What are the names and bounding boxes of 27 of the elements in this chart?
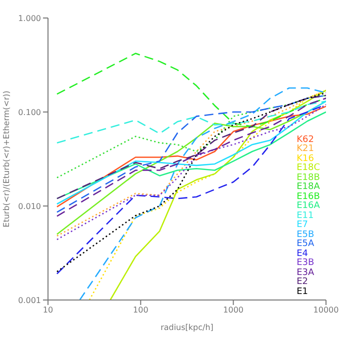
text: E18A (296, 182, 320, 192)
text: E4 (296, 248, 308, 258)
text: E2 (296, 277, 309, 288)
x-axis-title: radius[kpc/h] (160, 323, 214, 332)
text: E18C (296, 163, 320, 173)
text: E3A (296, 268, 316, 278)
x-tick-label: 10 (42, 306, 54, 315)
x-tick-label: 10000 (313, 306, 339, 315)
text: E3B (296, 258, 316, 268)
text: K21 (296, 144, 315, 154)
y-tick-label: 1.000 (18, 14, 41, 23)
x-tick-label: 100 (133, 306, 148, 315)
y-tick-label: 0.010 (18, 202, 41, 211)
y-tick-label: 0.001 (18, 296, 41, 305)
text: K16 (296, 154, 314, 164)
text: E18B (296, 172, 320, 182)
y-axis-title: Eturb(<r)/(Eturb(<r)+Etherm(<r)) (2, 90, 11, 228)
x-tick-label: 1000 (223, 306, 244, 315)
y-tick-label: 0.100 (18, 108, 41, 117)
text: E5B (296, 230, 316, 240)
text: E16A (296, 201, 320, 212)
text: K62 (296, 134, 315, 144)
text: E16B (296, 192, 320, 202)
text: E1 (296, 286, 309, 297)
text: E11 (296, 210, 315, 220)
text: E7 (296, 220, 309, 230)
text: E5A (296, 239, 316, 250)
